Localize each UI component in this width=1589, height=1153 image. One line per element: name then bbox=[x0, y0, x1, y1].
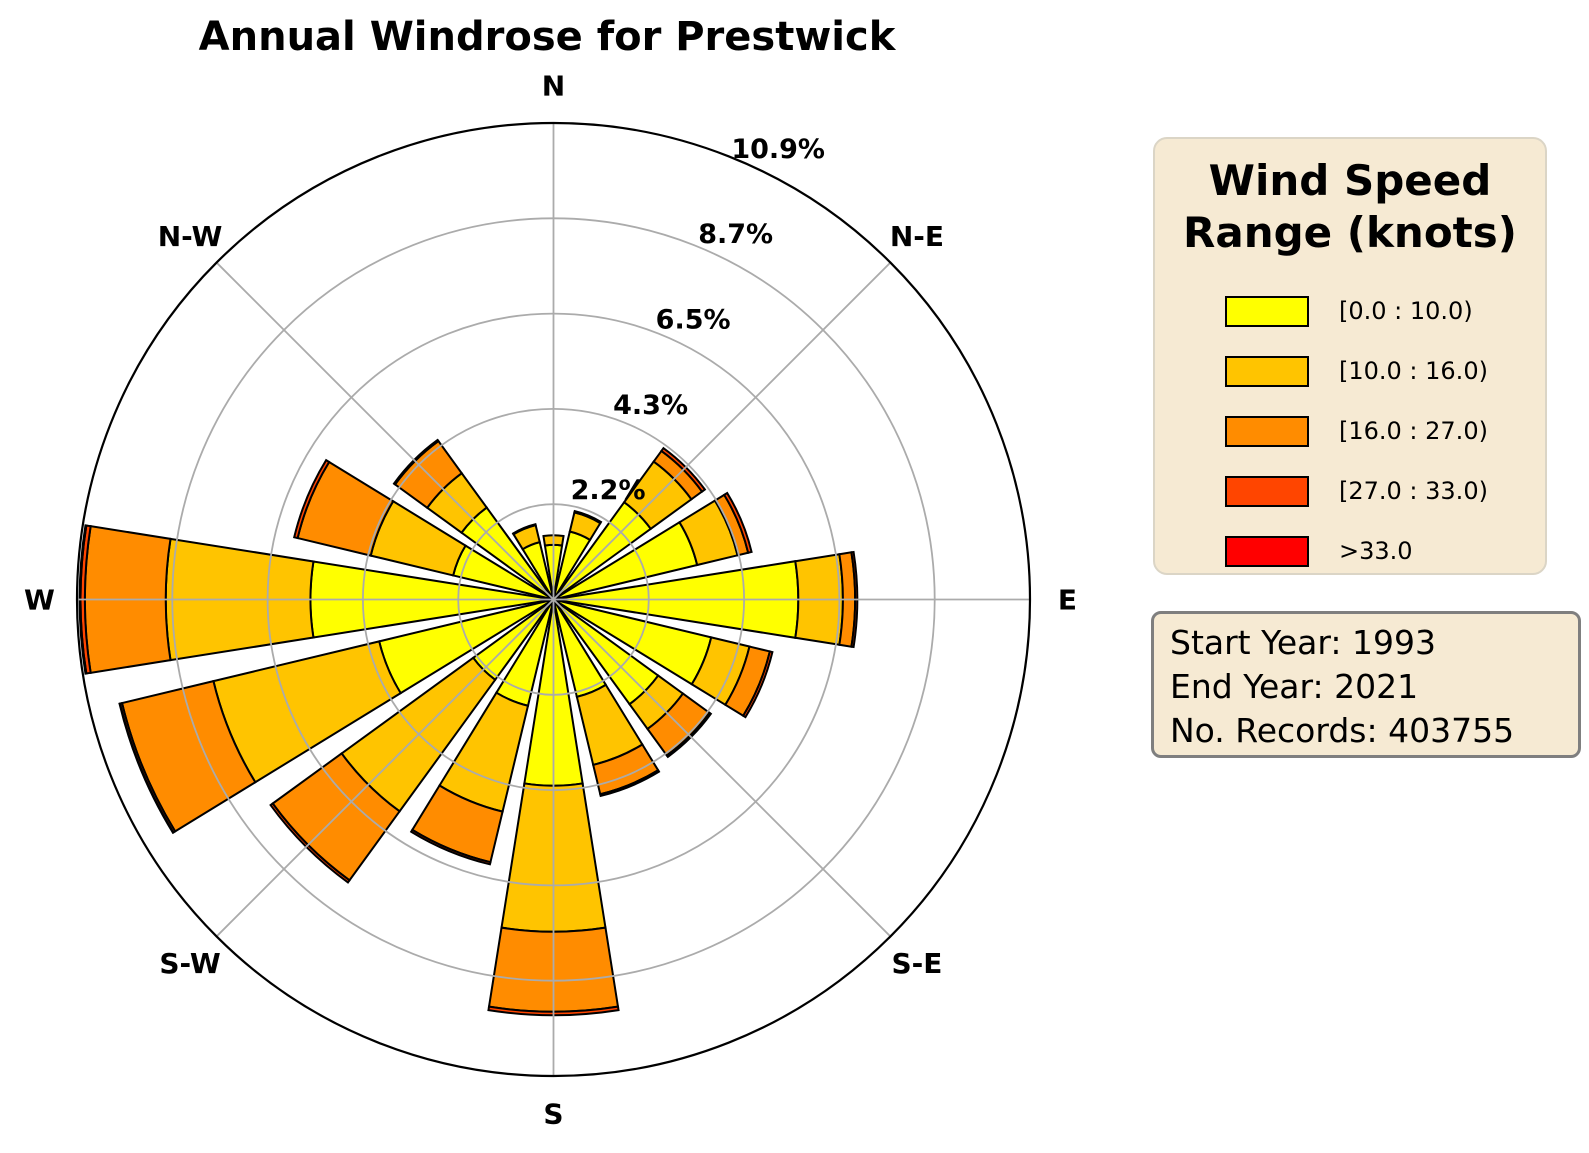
chart-title: Annual Windrose for Prestwick bbox=[199, 14, 897, 60]
legend-title: Wind Speed Range (knots) bbox=[1155, 155, 1545, 259]
rose-sector-NNE bbox=[573, 509, 603, 525]
rose-sector-NE bbox=[660, 446, 707, 493]
radial-tick-label: 6.5% bbox=[656, 304, 731, 335]
compass-label-W: W bbox=[24, 584, 55, 617]
radial-tick-label: 8.7% bbox=[698, 219, 773, 250]
compass-label-N-E: N-E bbox=[890, 220, 944, 253]
rose-sector-NW bbox=[392, 438, 440, 486]
legend-item: [10.0 : 16.0) bbox=[1225, 341, 1545, 401]
rose-sector-ENE bbox=[722, 491, 753, 554]
radial-tick-label: 10.9% bbox=[731, 134, 825, 165]
rose-sector-SSE bbox=[599, 768, 661, 798]
windrose-chart: 2.2% 4.3% 6.5% 8.7% 10.9% N N-E E S-E S S-W W N-W An… bbox=[24, 14, 1077, 1131]
rose-sector-SSW bbox=[409, 828, 492, 866]
legend-swatch-bin1 bbox=[1225, 295, 1309, 327]
outer-circle bbox=[75, 121, 1032, 1078]
rose-sector-ESE bbox=[741, 650, 774, 719]
rose-sector-WNW bbox=[292, 458, 331, 540]
legend-item: [27.0 : 33.0) bbox=[1225, 461, 1545, 521]
compass-label-S-E: S-E bbox=[891, 947, 942, 980]
legend-label: [10.0 : 16.0) bbox=[1339, 357, 1488, 385]
legend-item: [0.0 : 10.0) bbox=[1225, 281, 1545, 341]
radial-tick-label: 2.2% bbox=[571, 475, 646, 506]
compass-label-E: E bbox=[1058, 584, 1077, 617]
legend-swatch-bin3 bbox=[1225, 415, 1309, 447]
legend-title-line2: Range (knots) bbox=[1183, 208, 1517, 257]
legend-swatch-bin2 bbox=[1225, 355, 1309, 387]
rose-sector-NNW bbox=[511, 523, 537, 536]
legend-swatch-bin5 bbox=[1225, 535, 1309, 567]
rose-sector-WSW bbox=[118, 702, 175, 835]
radial-tick-label: 4.3% bbox=[613, 390, 688, 421]
info-num-records: No. Records: 403755 bbox=[1170, 711, 1515, 750]
grid-spoke bbox=[215, 261, 555, 601]
legend-panel: Wind Speed Range (knots) [0.0 : 10.0) [1… bbox=[1153, 137, 1547, 575]
legend-items: [0.0 : 10.0) [10.0 : 16.0) [16.0 : 27.0)… bbox=[1155, 281, 1545, 581]
rose-sector-SE bbox=[665, 711, 713, 759]
info-panel: Start Year: 1993 End Year: 2021 No. Reco… bbox=[1151, 611, 1581, 758]
rose-sector-SW bbox=[269, 802, 351, 884]
compass-label-S: S bbox=[543, 1098, 563, 1131]
compass-label-N-W: N-W bbox=[158, 220, 223, 253]
legend-label: [16.0 : 27.0) bbox=[1339, 417, 1488, 445]
windrose-bars bbox=[78, 438, 859, 1017]
legend-item: [16.0 : 27.0) bbox=[1225, 401, 1545, 461]
info-start-year: Start Year: 1993 bbox=[1170, 623, 1436, 662]
rose-sector-W bbox=[78, 524, 88, 675]
legend-label: [0.0 : 10.0) bbox=[1339, 297, 1473, 325]
legend-title-line1: Wind Speed bbox=[1208, 156, 1492, 205]
legend-label: >33.0 bbox=[1339, 537, 1413, 565]
legend-swatch-bin4 bbox=[1225, 475, 1309, 507]
legend-item: >33.0 bbox=[1225, 521, 1545, 581]
compass-label-N: N bbox=[542, 70, 565, 103]
polar-grid bbox=[75, 121, 1032, 1078]
grid-spoke bbox=[215, 598, 555, 938]
info-end-year: End Year: 2021 bbox=[1170, 667, 1419, 706]
grid-spoke bbox=[552, 261, 892, 601]
legend-label: [27.0 : 33.0) bbox=[1339, 477, 1488, 505]
rose-sector-E bbox=[850, 550, 859, 649]
compass-label-S-W: S-W bbox=[159, 947, 221, 980]
grid-spoke bbox=[552, 598, 892, 938]
rose-sector-S bbox=[487, 1005, 620, 1017]
polar-axis-labels: 2.2% 4.3% 6.5% 8.7% 10.9% N N-E E S-E S S-W W N-W bbox=[24, 70, 1077, 1131]
